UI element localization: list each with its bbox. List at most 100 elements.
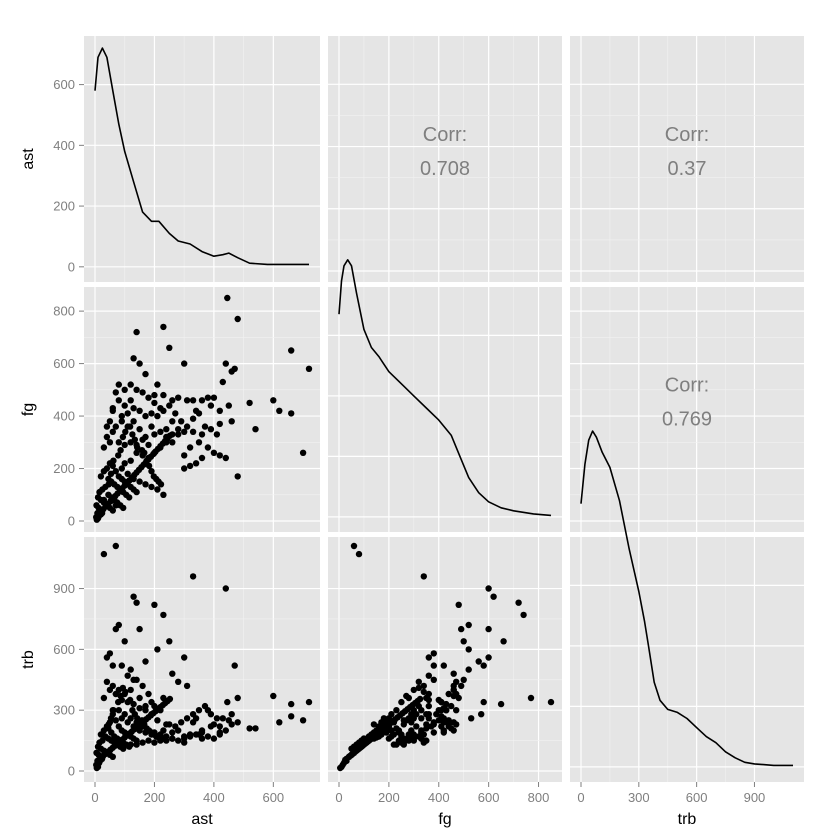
scatter-point: [100, 550, 108, 558]
scatter-point: [100, 694, 108, 702]
scatter-point: [120, 504, 127, 512]
scatter-point: [124, 672, 131, 679]
scatter-point: [112, 717, 120, 724]
scatter-point: [154, 381, 161, 388]
y-tick-label: 400: [53, 138, 75, 153]
y-tick-label: 600: [53, 356, 75, 371]
scatter-point: [105, 721, 112, 728]
panel-background: [570, 287, 804, 532]
scatter-point: [418, 707, 425, 714]
scatter-point: [136, 478, 143, 485]
scatter-point: [115, 707, 123, 714]
scatter-point: [109, 507, 117, 514]
scatter-point: [109, 662, 117, 669]
scatter-point: [192, 731, 200, 738]
scatter-point: [252, 426, 259, 433]
y-tick-label: 0: [68, 764, 75, 779]
x-tick-label: 0: [91, 790, 98, 805]
scatter-point: [425, 702, 432, 710]
x-tick-label: 400: [428, 790, 450, 805]
scatter-point: [142, 370, 149, 378]
scatter-point: [181, 360, 188, 367]
scatter-point: [415, 684, 422, 692]
panel-background: [570, 36, 804, 282]
scatter-point: [416, 695, 424, 703]
scatter-point: [142, 707, 149, 714]
variable-label-layer: ast fg trb ast fg trb: [20, 148, 696, 828]
x-tick-label: 0: [335, 790, 342, 805]
scatter-point: [189, 397, 197, 404]
scatter-point: [145, 690, 152, 698]
correlation-value: 0.708: [420, 158, 470, 180]
scatter-point: [393, 707, 400, 714]
scatter-point: [204, 733, 212, 740]
scatter-point: [497, 700, 505, 708]
scatter-point: [127, 381, 134, 388]
scatter-point: [478, 711, 485, 718]
scatter-point: [219, 715, 226, 722]
scatter-point: [480, 662, 487, 669]
panel-ast-trb: Corr: 0.37: [570, 36, 804, 282]
scatter-point: [305, 698, 313, 706]
scatter-point: [198, 454, 206, 462]
scatter-point: [166, 402, 173, 409]
scatter-point: [126, 494, 133, 501]
scatter-point: [398, 698, 405, 706]
scatter-point: [390, 741, 398, 748]
scatter-point: [423, 721, 430, 728]
density-curve-ast: [94, 47, 309, 266]
scatter-point: [445, 721, 452, 728]
scatter-point: [175, 394, 182, 401]
scatter-point: [181, 428, 188, 435]
scatter-point: [145, 394, 152, 401]
scatter-point: [450, 670, 457, 677]
scatter-point: [225, 402, 232, 409]
scatter-point: [288, 713, 295, 720]
scatter-point: [276, 719, 283, 726]
scatter-point: [157, 735, 165, 742]
scatter-point: [151, 739, 158, 746]
scatter-point: [124, 719, 131, 726]
scatter-point: [139, 739, 146, 746]
scatter-point: [455, 694, 462, 702]
scatter-point: [166, 638, 173, 645]
scatter-point: [154, 412, 161, 420]
scatter-point: [192, 460, 200, 467]
scatter-point: [134, 715, 141, 722]
scatter-point: [169, 439, 176, 446]
scatter-point: [110, 707, 117, 714]
scatter-point: [186, 444, 194, 451]
scatter-point: [130, 593, 137, 600]
scatter-point: [109, 407, 117, 414]
scatter-point: [130, 676, 137, 683]
panel-background: [328, 287, 562, 532]
scatter-point: [460, 638, 467, 645]
scatter-point: [130, 355, 137, 362]
scatter-point: [430, 676, 437, 683]
scatter-point: [106, 418, 114, 425]
scatter-point: [408, 727, 415, 734]
scatter-point: [124, 470, 131, 477]
scatter-point: [198, 397, 206, 404]
x-tick-label: 600: [686, 790, 708, 805]
y-tick-label: 0: [68, 514, 75, 529]
scatter-point: [430, 719, 437, 726]
x-tick-label: 200: [378, 790, 400, 805]
scatter-point: [178, 418, 185, 425]
y-tick-label: 600: [53, 642, 75, 657]
scatter-point: [115, 452, 122, 459]
density-curve-trb: [580, 430, 793, 767]
scatter-point: [385, 735, 393, 742]
scatter-point: [420, 573, 427, 580]
y-tick-label: 300: [53, 703, 75, 718]
panel-trb-fg: [328, 537, 562, 782]
scatter-point: [117, 692, 124, 700]
scatter-point: [458, 682, 465, 690]
scatter-point: [106, 439, 114, 446]
scatter-point: [195, 707, 203, 714]
scatter-point: [443, 700, 450, 708]
scatter-point: [448, 702, 455, 710]
scatter-point: [299, 449, 307, 456]
scatter-point: [425, 654, 432, 661]
scatter-point: [103, 433, 111, 441]
